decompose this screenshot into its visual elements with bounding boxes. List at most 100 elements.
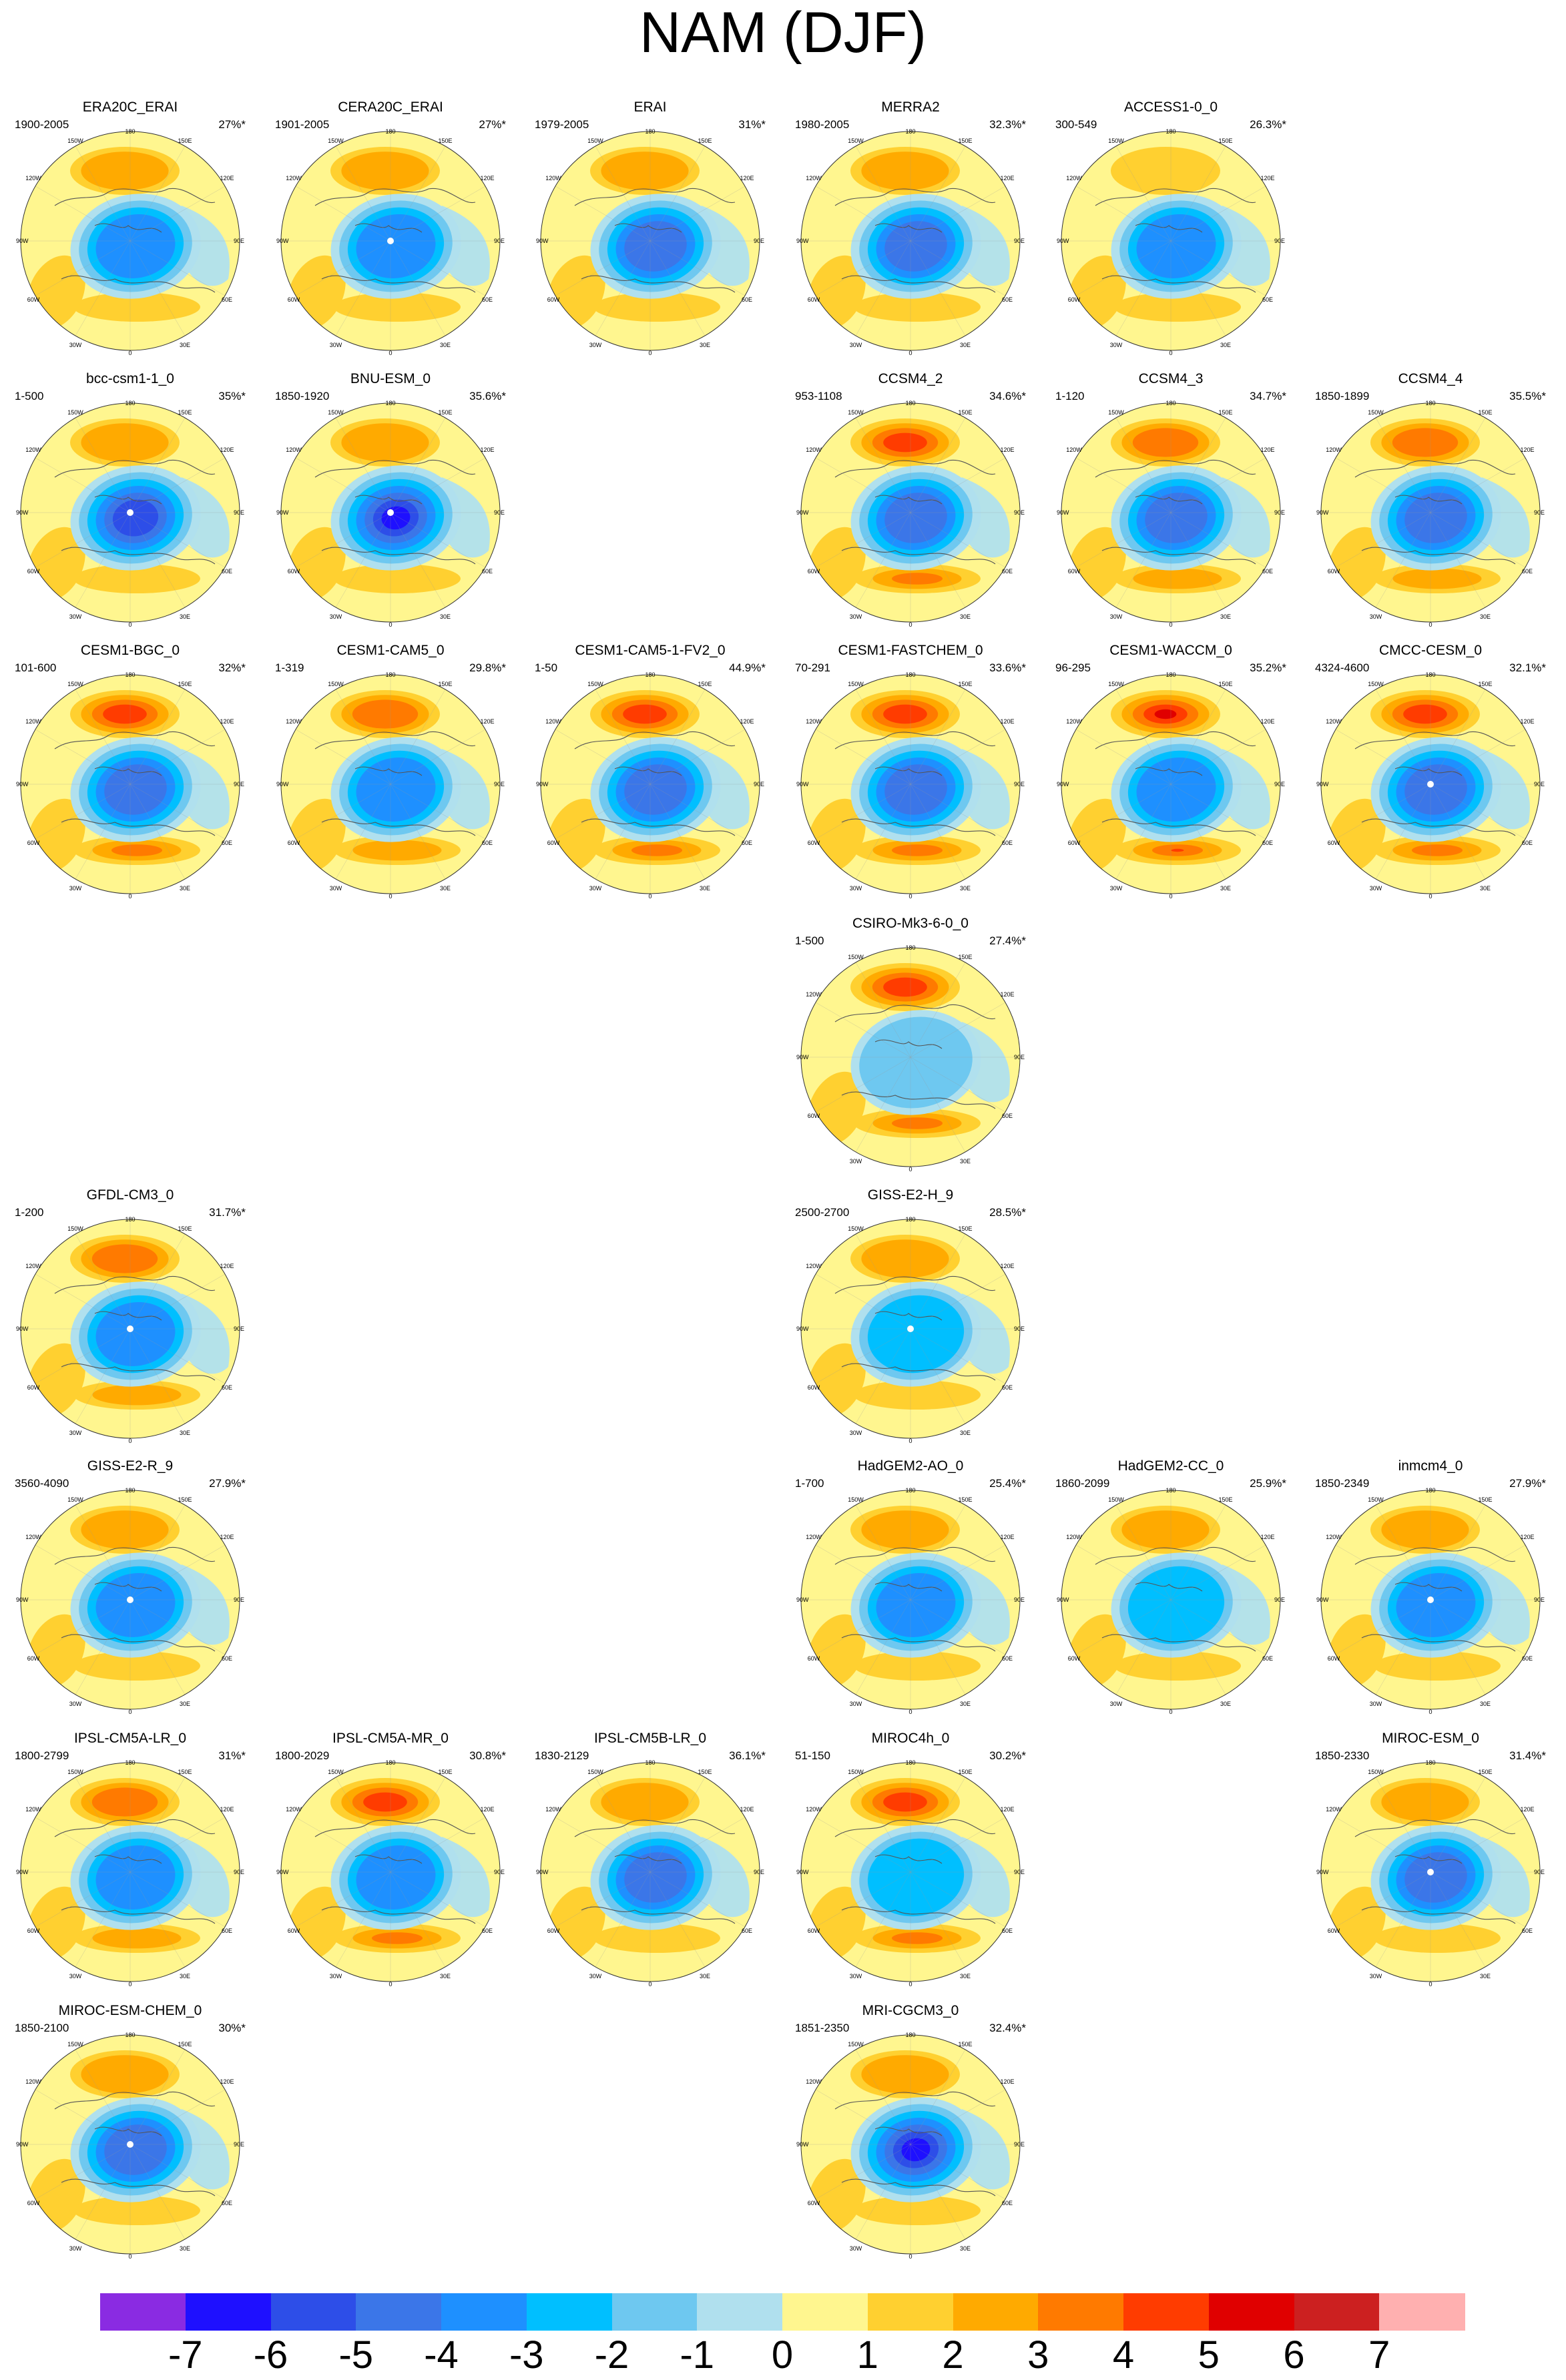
meridian-line (555, 1817, 651, 1873)
meridian-line (1075, 240, 1171, 296)
meridian-line (1430, 784, 1486, 880)
meridian-line (910, 2144, 966, 2240)
panel-variance-percent: 32%* (218, 661, 246, 674)
longitude-label: 90W (1316, 1869, 1329, 1875)
longitude-label: 120W (1066, 175, 1082, 182)
longitude-label: 0 (388, 350, 392, 356)
panel-variance-percent: 29.8%* (469, 661, 506, 674)
panel-variance-percent: 32.4%* (989, 2022, 1026, 2034)
panel-variance-percent: 30.2%* (989, 1749, 1026, 1762)
longitude-label: 120W (806, 1263, 822, 1269)
map-boundary (1061, 1490, 1281, 1710)
panel-variance-percent: 30.8%* (469, 1749, 506, 1762)
north-pole-dot (387, 509, 394, 516)
meridian-line (1335, 1817, 1431, 1873)
longitude-label: 150E (698, 1769, 712, 1775)
panel-years: 1-120 (1055, 390, 1085, 402)
longitude-label: 60W (808, 1655, 820, 1662)
panel-title: HadGEM2-CC_0 (1117, 1458, 1224, 1474)
longitude-label: 150W (848, 954, 864, 960)
longitude-label: 60E (1002, 1384, 1013, 1391)
map-boundary (1320, 1490, 1541, 1710)
longitude-label: 30E (960, 1701, 971, 1707)
longitude-label: 120E (220, 1534, 234, 1540)
meridian-line (129, 1233, 186, 1329)
polar-stereographic-map: 180 0 90W 90E 150W 120W 150E 120E 60W 30W 60E 30E (796, 1487, 1025, 1715)
meridian-line (295, 729, 391, 785)
longitude-label: 30E (180, 342, 190, 348)
longitude-label: 180 (385, 1759, 395, 1766)
coastline (314, 1819, 476, 1924)
longitude-label: 30W (589, 1973, 602, 1980)
longitude-label: 180 (385, 400, 395, 406)
longitude-label: 120W (1066, 1534, 1082, 1540)
map-boundary (540, 674, 760, 894)
meridian-line (1375, 1504, 1431, 1600)
meridian-line (555, 240, 651, 296)
longitude-label: 60W (808, 2200, 820, 2206)
longitude-label: 180 (125, 1216, 135, 1223)
coastline (1354, 1546, 1516, 1652)
meridian-line (910, 1871, 1006, 1927)
meridian-line (390, 186, 486, 242)
map-panel: ERA20C_ERAI 1900-2005 27%* 180 0 90W 90E 150W 12… (5, 99, 255, 359)
longitude-label: 60W (1068, 568, 1081, 575)
map-panel: CMCC-CESM_0 4324-4600 32.1%* 180 0 90W 90E 150W… (1306, 642, 1555, 902)
meridian-line (910, 1544, 1006, 1600)
longitude-label: 60W (808, 1113, 820, 1119)
longitude-label: 180 (1425, 1487, 1435, 1494)
positive-anomaly-contour (111, 844, 162, 856)
meridian-line (910, 240, 1006, 296)
colorbar-tick-label: -4 (424, 2333, 459, 2377)
longitude-label: 150E (178, 1496, 192, 1503)
meridian-line (555, 729, 651, 785)
meridian-line (555, 186, 651, 242)
longitude-label: 30W (850, 1158, 862, 1165)
meridian-line (649, 1777, 706, 1873)
longitude-label: 90E (754, 1869, 764, 1875)
longitude-label: 0 (128, 350, 132, 356)
longitude-label: 60E (1262, 840, 1273, 846)
meridian-line (1375, 784, 1431, 880)
polar-stereographic-map: 180 0 90W 90E 150W 120W 150E 120E 60W 30W 60E 30E (1057, 128, 1285, 356)
meridian-line (35, 512, 131, 568)
longitude-label: 120E (740, 718, 754, 725)
longitude-label: 180 (905, 1216, 915, 1223)
colorbar-swatch (441, 2293, 527, 2331)
longitude-label: 120W (286, 1806, 302, 1813)
meridian-line (129, 145, 186, 242)
meridian-line (595, 1777, 651, 1873)
colorbar-tick-label: 7 (1368, 2333, 1390, 2377)
panel-years: 1900-2005 (15, 118, 69, 131)
longitude-label: 0 (908, 621, 912, 628)
colorbar-tick-label: -1 (680, 2333, 715, 2377)
meridian-line (75, 2049, 131, 2145)
longitude-label: 120E (1000, 1263, 1014, 1269)
longitude-label: 120E (1000, 1806, 1014, 1813)
meridian-line (910, 186, 1006, 242)
meridian-line (815, 2089, 911, 2145)
longitude-label: 30W (69, 2245, 82, 2252)
positive-anomaly-contour (883, 432, 927, 453)
meridian-line (1430, 417, 1486, 513)
meridian-line (75, 1504, 131, 1600)
panel-title: BNU-ESM_0 (350, 371, 431, 386)
longitude-label: 30W (330, 885, 342, 892)
panel-title: CERA20C_ERAI (338, 99, 443, 115)
panel-variance-percent: 35.6%* (469, 390, 506, 402)
meridian-line (295, 1817, 391, 1873)
longitude-label: 0 (128, 893, 132, 900)
panel-years: 1800-2799 (15, 1749, 69, 1762)
longitude-label: 0 (908, 1166, 912, 1173)
colorbar-swatch (1294, 2293, 1380, 2331)
meridian-line (1335, 784, 1431, 840)
panel-variance-percent: 34.7%* (1250, 390, 1286, 402)
longitude-label: 60E (1002, 296, 1013, 303)
meridian-line (815, 512, 911, 568)
longitude-label: 150W (587, 1769, 603, 1775)
longitude-label: 30W (69, 885, 82, 892)
meridian-line (815, 1544, 911, 1600)
panel-title: IPSL-CM5B-LR_0 (593, 1731, 707, 1746)
longitude-label: 0 (908, 893, 912, 900)
panel-title: CESM1-CAM5-1-FV2_0 (575, 643, 726, 658)
